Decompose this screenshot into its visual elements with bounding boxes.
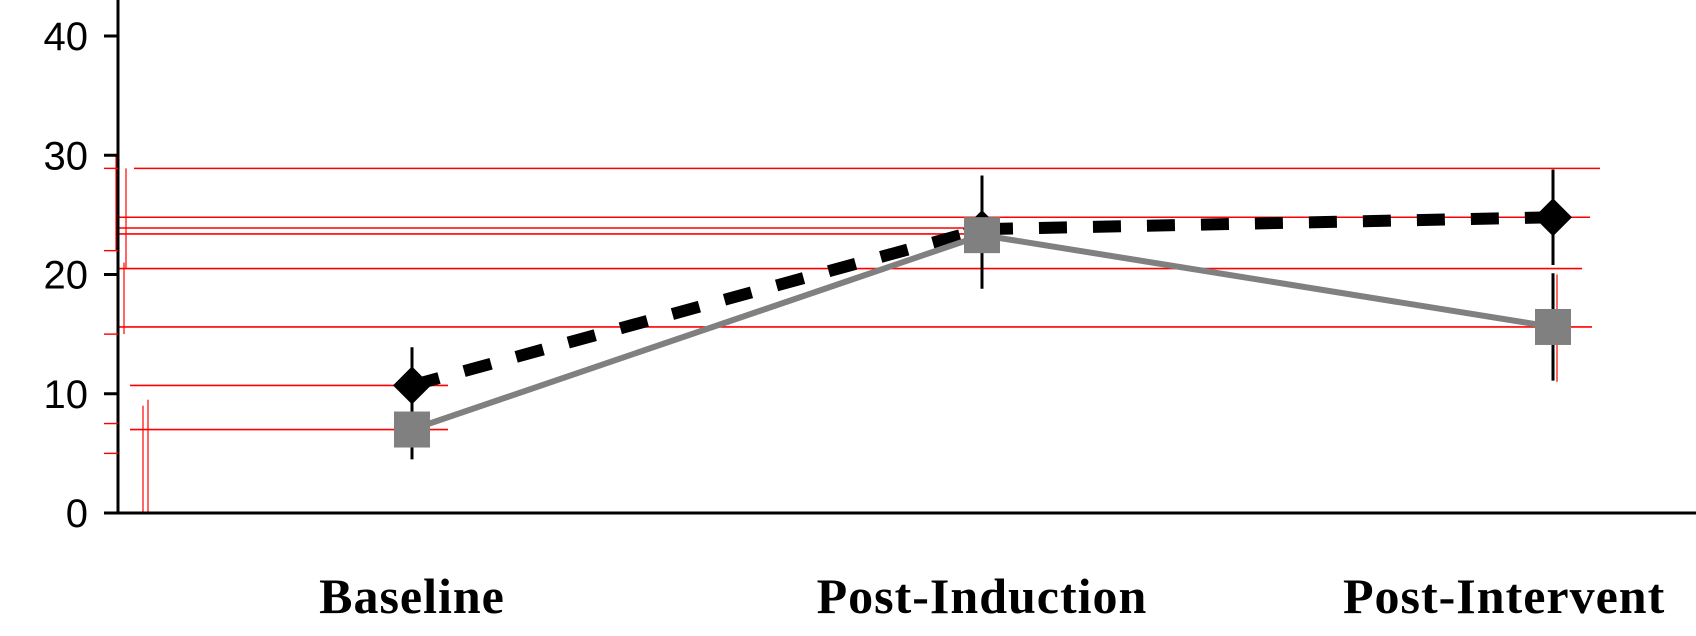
series-1-point xyxy=(393,366,431,405)
y-tick-label: 10 xyxy=(44,373,89,417)
y-ticks: 0 10 20 30 40 xyxy=(44,15,118,536)
series-2-point xyxy=(964,217,1000,254)
y-tick-label: 20 xyxy=(44,254,89,298)
x-tick-label: Baseline xyxy=(319,568,505,624)
series-2-point xyxy=(394,411,430,448)
x-tick-label: Post-Intervent xyxy=(1343,568,1665,624)
series xyxy=(393,169,1572,460)
y-tick-label: 30 xyxy=(44,134,89,178)
series-2-point xyxy=(1535,308,1571,345)
x-ticks: Baseline Post-Induction Post-Intervent xyxy=(319,568,1665,624)
axes xyxy=(110,0,1696,515)
series-1-point xyxy=(1534,198,1572,237)
reference-lines xyxy=(115,155,1600,513)
y-tick-label: 40 xyxy=(44,15,89,59)
y-tick-label: 0 xyxy=(66,492,88,536)
x-tick-label: Post-Induction xyxy=(817,568,1148,624)
